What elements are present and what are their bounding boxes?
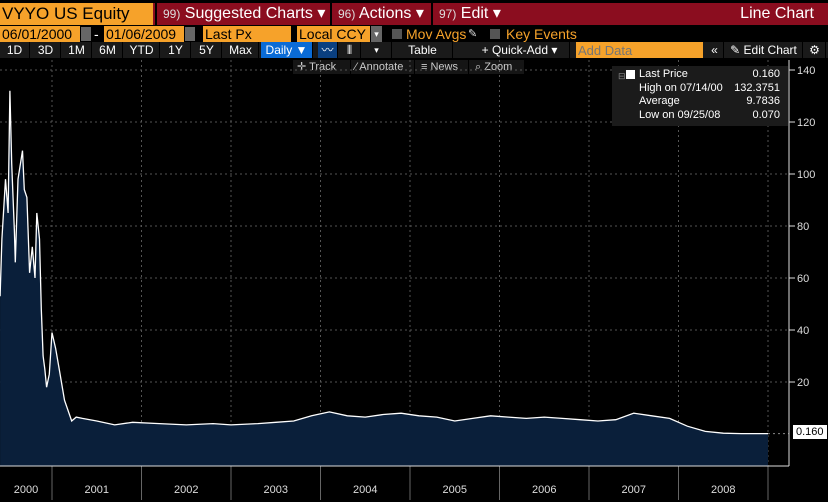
legend-label: High on 07/14/00: [639, 81, 723, 94]
range-ytd[interactable]: YTD: [124, 42, 160, 58]
legend-last-price: Last Price: [639, 68, 688, 82]
mov-avgs-label: Mov Avgs: [406, 26, 467, 42]
currency-select[interactable]: Local CCY: [297, 26, 370, 42]
menu-label: Edit: [460, 5, 489, 22]
x-tick-label: 2007: [622, 484, 646, 496]
menu-number: 96): [338, 7, 356, 21]
menu-number: 97): [439, 7, 457, 21]
frequency-select[interactable]: Daily ▼: [261, 42, 313, 58]
legend-low: Low on 09/25/08: [639, 109, 720, 123]
price-line: [0, 90, 768, 435]
pencil-icon[interactable]: ✎: [468, 28, 478, 40]
edit-menu[interactable]: 97) Edit ▾: [431, 3, 503, 25]
menu-number: 99): [163, 7, 181, 21]
x-tick-label: 2003: [264, 484, 288, 496]
x-tick-label: 2004: [353, 484, 377, 496]
collapse-icon[interactable]: «: [706, 42, 724, 58]
x-tick-label: 2000: [14, 484, 38, 496]
range-max[interactable]: Max: [223, 42, 259, 58]
quick-add-button[interactable]: + Quick-Add ▾: [470, 42, 570, 58]
x-tick-label: 2008: [711, 484, 735, 496]
menu-label: Actions: [358, 5, 412, 22]
legend-label: Low on 09/25/08: [639, 108, 721, 121]
menu-label: Suggested Charts: [184, 5, 313, 22]
legend-high: High on 07/14/00: [639, 82, 723, 96]
legend-box: ⊟ Last Price 0.160 High on 07/14/00 132.37…: [612, 66, 788, 126]
quick-add-label: + Quick-Add: [481, 43, 548, 57]
header-bar: [0, 3, 828, 25]
range-6m[interactable]: 6M: [93, 42, 123, 58]
y-tick-label: 40: [797, 325, 809, 337]
edit-chart-button[interactable]: ✎ Edit Chart: [725, 42, 803, 58]
suggested-charts-menu[interactable]: 99) Suggested Charts ▾: [155, 3, 328, 25]
start-date-input[interactable]: 06/01/2000: [0, 26, 80, 42]
date-separator: -: [94, 26, 99, 42]
range-3d[interactable]: 3D: [31, 42, 61, 58]
chevron-down-icon[interactable]: ▾: [362, 42, 392, 58]
calendar-icon[interactable]: [185, 27, 195, 41]
collapse-icon[interactable]: ⊟: [618, 71, 626, 81]
line-chart-icon[interactable]: 〰: [318, 42, 338, 58]
bar-chart-icon[interactable]: ⫴: [339, 42, 361, 58]
edit-chart-label: Edit Chart: [743, 43, 797, 57]
y-tick-label: 60: [797, 273, 809, 285]
y-tick-label: 120: [797, 117, 815, 129]
table-button[interactable]: Table: [393, 42, 453, 58]
range-1m[interactable]: 1M: [62, 42, 92, 58]
key-events-label: Key Events: [506, 26, 577, 42]
range-5y[interactable]: 5Y: [192, 42, 222, 58]
chevron-down-icon[interactable]: ▾: [371, 26, 382, 42]
field-select[interactable]: Last Px: [203, 26, 291, 42]
key-events-checkbox[interactable]: [490, 29, 500, 39]
legend-label: Last Price: [639, 68, 688, 80]
y-tick-label: 20: [797, 377, 809, 389]
x-tick-label: 2005: [443, 484, 467, 496]
y-tick-label: 80: [797, 221, 809, 233]
legend-swatch: [626, 70, 635, 79]
range-1d[interactable]: 1D: [0, 42, 30, 58]
legend-value: 132.3751: [734, 81, 780, 94]
legend-label: Average: [639, 95, 680, 107]
gear-icon[interactable]: ⚙: [804, 42, 826, 58]
news-tool[interactable]: ≡ News: [415, 60, 468, 74]
actions-menu[interactable]: 96) Actions ▾: [330, 3, 429, 25]
x-tick-label: 2002: [174, 484, 198, 496]
end-date-input[interactable]: 01/06/2009: [104, 26, 184, 42]
mov-avgs-checkbox[interactable]: [392, 29, 402, 39]
legend-value: 9.7836: [746, 95, 780, 107]
y-tick-label: 100: [797, 169, 815, 181]
ticker-field[interactable]: VYYO US Equity: [0, 3, 153, 25]
chart-type-title: Line Chart: [740, 5, 814, 22]
y-tick-label: 140: [797, 65, 815, 77]
last-price-label: 0.160: [793, 425, 827, 439]
price-area: [0, 90, 768, 467]
legend-average: Average: [639, 95, 680, 109]
range-1y[interactable]: 1Y: [161, 42, 191, 58]
x-tick-label: 2006: [532, 484, 556, 496]
legend-value: 0.070: [752, 108, 780, 121]
add-data-input[interactable]: [576, 42, 703, 58]
x-tick-label: 2001: [85, 484, 109, 496]
calendar-icon[interactable]: [81, 27, 91, 41]
legend-value: 0.160: [752, 68, 780, 80]
